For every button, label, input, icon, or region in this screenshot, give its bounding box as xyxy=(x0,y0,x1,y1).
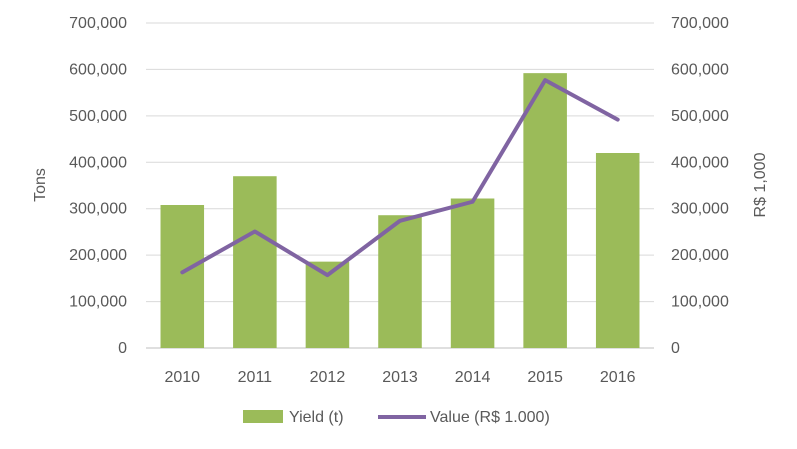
bar-yield-2014 xyxy=(450,198,495,348)
y-axis-title-right: R$ 1,000 xyxy=(752,152,769,217)
value-line-layer xyxy=(180,78,620,278)
y-tick-label-right: 100,000 xyxy=(671,294,729,311)
y-tick-label-right: 200,000 xyxy=(671,247,729,264)
y-tick-label-left: 400,000 xyxy=(69,154,127,171)
bar-yield-2011 xyxy=(233,176,277,348)
y-tick-label-right: 300,000 xyxy=(671,201,729,218)
legend-label-value: Value (R$ 1.000) xyxy=(430,409,550,426)
legend-label-yield: Yield (t) xyxy=(289,409,344,426)
x-tick-label: 2015 xyxy=(527,369,563,386)
bar-yield-2015 xyxy=(523,73,567,349)
y-tick-label-left: 500,000 xyxy=(69,108,127,125)
y-tick-label-right: 700,000 xyxy=(671,15,729,32)
y-tick-label-right: 500,000 xyxy=(671,108,729,125)
y-tick-label-right: 400,000 xyxy=(671,154,729,171)
y-tick-label-left: 300,000 xyxy=(69,201,127,218)
x-tick-label: 2014 xyxy=(455,369,491,386)
y-tick-label-left: 700,000 xyxy=(69,15,127,32)
x-tick-label: 2010 xyxy=(164,369,200,386)
y-tick-label-left: 600,000 xyxy=(69,61,127,78)
y-tick-label-left: 100,000 xyxy=(69,294,127,311)
legend-swatch-yield xyxy=(243,410,283,423)
y-tick-label-left: 200,000 xyxy=(69,247,127,264)
x-tick-label: 2013 xyxy=(382,369,418,386)
y-tick-label-left: 0 xyxy=(118,340,127,357)
bar-yield-2013 xyxy=(378,215,422,348)
axes: 0 100,000 200,000 300,000 400,000 500,000 600,… xyxy=(69,15,729,386)
x-tick-label: 2011 xyxy=(238,369,273,386)
y-tick-label-right: 0 xyxy=(671,340,680,357)
y-axis-title-left: Tons xyxy=(32,168,49,202)
x-tick-label: 2012 xyxy=(310,369,346,386)
x-tick-label: 2016 xyxy=(600,369,636,386)
bar-yield-2010 xyxy=(160,205,205,348)
yield-bars xyxy=(160,73,640,349)
bar-yield-2016 xyxy=(595,153,640,348)
legend: Yield (t) Value (R$ 1.000) xyxy=(243,409,550,426)
y-tick-label-right: 600,000 xyxy=(671,61,729,78)
